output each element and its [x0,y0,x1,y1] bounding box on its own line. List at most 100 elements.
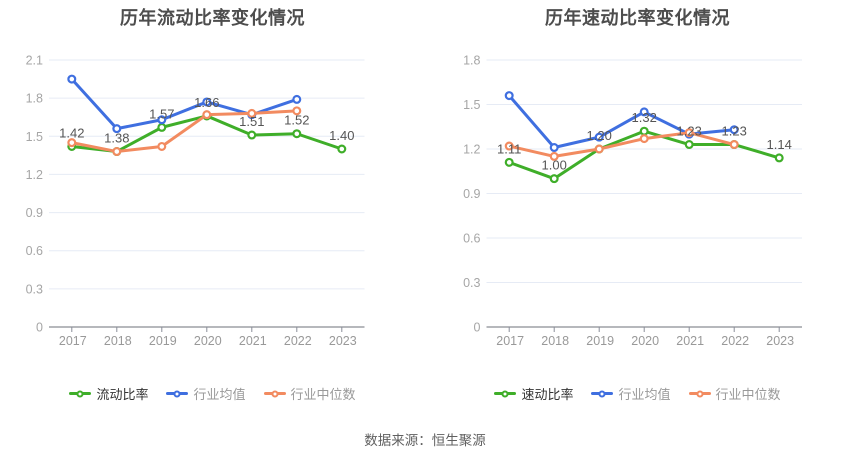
x-axis-label: 2017 [496,334,524,348]
data-point[interactable] [292,106,302,116]
x-axis-label: 2019 [586,334,614,348]
data-point[interactable] [247,108,257,118]
legend-item-label: 行业均值 [618,387,671,402]
data-point[interactable] [639,134,649,144]
data-point[interactable] [504,141,514,151]
data-source-note: 数据来源：恒生聚源 [364,433,486,448]
series-line-2 [507,131,736,158]
data-point[interactable] [549,143,559,153]
data-point[interactable] [729,125,739,135]
data-point[interactable] [247,130,257,140]
data-point[interactable] [594,144,604,154]
x-axis-label: 2022 [284,334,312,348]
x-axis-label: 2023 [329,334,357,348]
data-point[interactable] [292,94,302,104]
data-point[interactable] [684,140,694,150]
chart-title: 历年流动比率变化情况 [120,8,305,28]
legend-item-label: 行业中位数 [290,387,356,402]
legend-item-industry-median[interactable]: 行业中位数 [263,384,356,403]
data-point-label: 1.23 [677,124,702,139]
data-point[interactable] [594,132,604,142]
x-axis-label: 2021 [676,334,704,348]
data-point[interactable] [549,151,559,161]
legend-item-label: 行业均值 [193,387,246,402]
legend-item-label: 流动比率 [96,387,149,402]
line-series-icon [69,390,92,397]
line-series-icon [166,390,189,397]
data-point[interactable] [112,124,122,134]
y-axis-label: 0.9 [26,206,43,220]
x-axis-label: 2018 [541,334,569,348]
y-axis-label: 0.3 [26,282,43,296]
data-point-label: 1.23 [722,124,747,139]
x-axis-label: 2021 [239,334,267,348]
y-axis-label: 1.8 [26,92,43,106]
legend-item-industry-median[interactable]: 行业中位数 [688,384,781,403]
data-point[interactable] [157,122,167,132]
y-axis-label: 1.2 [26,168,43,182]
charts-row: 历年流动比率变化情况 2.1 1.8 1.5 1.2 0.9 0.6 0.3 0 2017 201… [0,0,850,412]
data-point-label: 1.32 [632,110,657,125]
legend-item-label: 行业中位数 [715,387,781,402]
y-axis-label: 1.5 [26,130,43,144]
line-series-icon [494,390,517,397]
data-point-label: 1.14 [767,137,792,152]
data-point[interactable] [639,107,649,117]
y-axis-label: 2.1 [26,54,43,68]
line-series-icon [591,390,614,397]
data-point-label: 1.66 [194,95,219,110]
legend: 流动比率 行业均值 行业中位数 [0,384,425,403]
data-point[interactable] [684,128,694,138]
x-axis-label: 2017 [59,334,87,348]
data-point-label: 1.40 [329,128,354,143]
data-point-label: 1.20 [587,128,612,143]
y-axis-label: 0.6 [26,244,43,258]
data-point[interactable] [67,138,77,148]
data-point[interactable] [112,147,122,157]
y-axis-label: 0.9 [463,187,480,201]
y-axis-label: 0.6 [463,232,480,246]
line-series-icon [263,390,286,397]
data-point[interactable] [202,97,212,107]
y-axis-label: 1.8 [463,54,480,68]
data-point[interactable] [549,174,559,184]
data-point[interactable] [337,144,347,154]
x-axis-label: 2020 [631,334,659,348]
data-point[interactable] [292,129,302,139]
y-axis-label: 1.2 [463,143,480,157]
x-axis-label: 2018 [104,334,132,348]
data-point-label: 1.00 [542,158,567,173]
data-point[interactable] [729,140,739,150]
y-axis-label: 0.3 [463,276,480,290]
y-axis-label: 0 [474,321,481,335]
data-point[interactable] [157,115,167,125]
data-point-label: 1.51 [239,114,264,129]
data-point[interactable] [504,91,514,101]
y-axis-label: 1.5 [463,98,480,112]
x-axis-label: 2020 [194,334,222,348]
data-point[interactable] [202,110,212,120]
legend-item-industry-mean[interactable]: 行业均值 [166,384,246,403]
y-axis-label: 0 [36,321,43,335]
data-point-label: 1.52 [284,113,309,128]
line-series-icon [688,390,711,397]
x-axis-label: 2023 [766,334,794,348]
data-point[interactable] [774,153,784,163]
data-point-label: 1.57 [149,106,174,121]
legend: 速动比率 行业均值 行业中位数 [425,384,850,403]
data-point[interactable] [67,74,77,84]
chart-title: 历年速动比率变化情况 [545,8,730,28]
data-point[interactable] [504,157,514,167]
quick-ratio-chart: 历年速动比率变化情况 1.8 1.5 1.2 0.9 0.6 0.3 0 2017 2018 20… [425,0,850,412]
data-point-label: 1.42 [59,125,84,140]
legend-item-quick-ratio[interactable]: 速动比率 [494,384,573,403]
legend-item-industry-mean[interactable]: 行业均值 [591,384,671,403]
data-point[interactable] [157,141,167,151]
x-axis-label: 2022 [721,334,749,348]
quick-ratio-plot-canvas: 1.8 1.5 1.2 0.9 0.6 0.3 0 2017 2018 2019 2020 2021 2… [463,54,802,348]
legend-item-current-ratio[interactable]: 流动比率 [69,384,148,403]
data-point[interactable] [639,126,649,136]
data-point-label: 1.38 [104,131,129,146]
legend-item-label: 速动比率 [521,387,574,402]
